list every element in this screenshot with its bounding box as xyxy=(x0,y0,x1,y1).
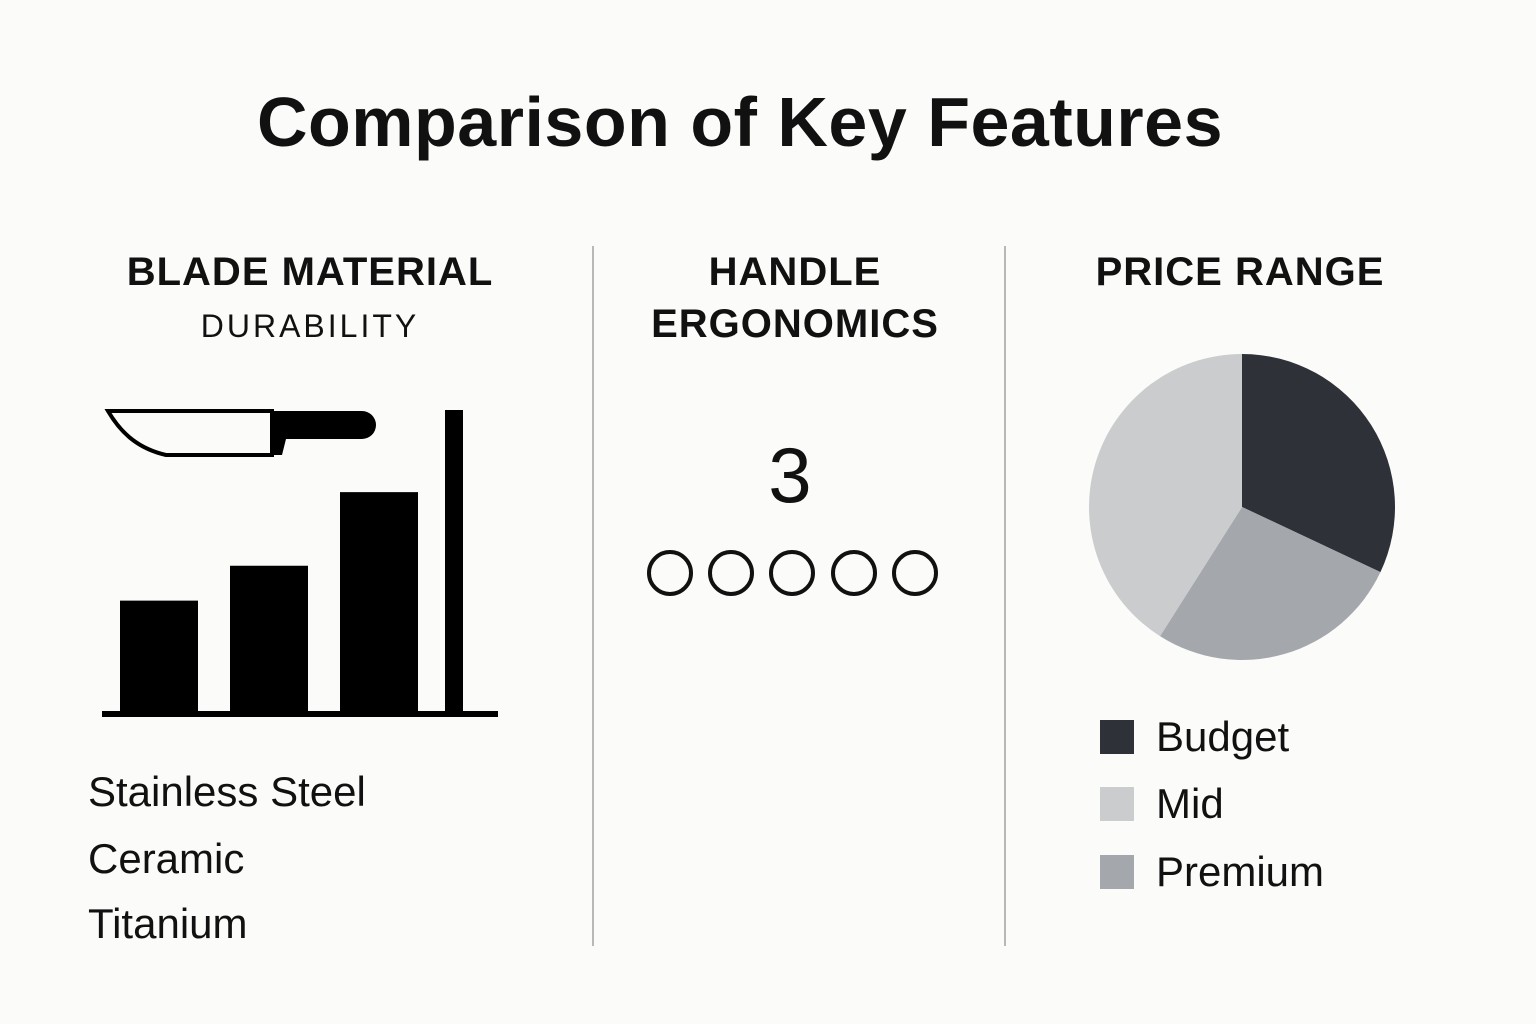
blade-material-heading: BLADE MATERIAL xyxy=(126,250,494,294)
legend-label: Premium xyxy=(1156,848,1325,895)
legend-item-budget: Budget xyxy=(1100,712,1289,762)
pie-slice-mid xyxy=(1089,354,1242,637)
x-axis-line xyxy=(102,711,498,717)
ergonomics-rating: 3 xyxy=(768,431,812,519)
column-divider-right xyxy=(1004,246,1006,946)
handle-heading-line2: ERGONOMICS xyxy=(651,302,939,346)
material-stainless-steel: Stainless Steel xyxy=(88,768,366,815)
page-title: Comparison of Key Features xyxy=(257,83,1223,161)
rating-circle-icon xyxy=(769,550,815,596)
legend-label: Mid xyxy=(1156,780,1224,827)
durability-bar xyxy=(120,600,198,713)
legend-swatch-mid xyxy=(1100,787,1134,821)
legend-swatch-budget xyxy=(1100,720,1134,754)
durability-bar xyxy=(340,492,418,713)
knife-blade xyxy=(104,409,274,457)
knife-icon xyxy=(104,409,376,457)
legend-item-premium: Premium xyxy=(1100,847,1324,897)
material-titanium: Titanium xyxy=(88,900,248,947)
durability-subheading: DURABILITY xyxy=(200,308,420,344)
material-ceramic: Ceramic xyxy=(88,835,245,882)
price-range-heading: PRICE RANGE xyxy=(1095,250,1385,294)
pie-slice-premium xyxy=(1160,507,1381,660)
rating-circles xyxy=(645,550,945,600)
durability-bar-chart xyxy=(102,410,498,717)
legend-label: Budget xyxy=(1156,713,1290,760)
pie-slice-budget xyxy=(1242,354,1395,573)
price-range-pie-chart xyxy=(1089,354,1395,660)
rating-circle-icon xyxy=(708,550,754,596)
handle-heading-line1: HANDLE xyxy=(708,250,882,294)
durability-bar xyxy=(230,565,308,713)
rating-circle-icon xyxy=(892,550,938,596)
rating-circle-icon xyxy=(647,550,693,596)
y-axis-line xyxy=(445,410,463,716)
knife-handle xyxy=(272,411,376,455)
legend-item-mid: Mid xyxy=(1100,779,1224,829)
column-divider-left xyxy=(592,246,594,946)
rating-circle-icon xyxy=(831,550,877,596)
legend-swatch-premium xyxy=(1100,855,1134,889)
